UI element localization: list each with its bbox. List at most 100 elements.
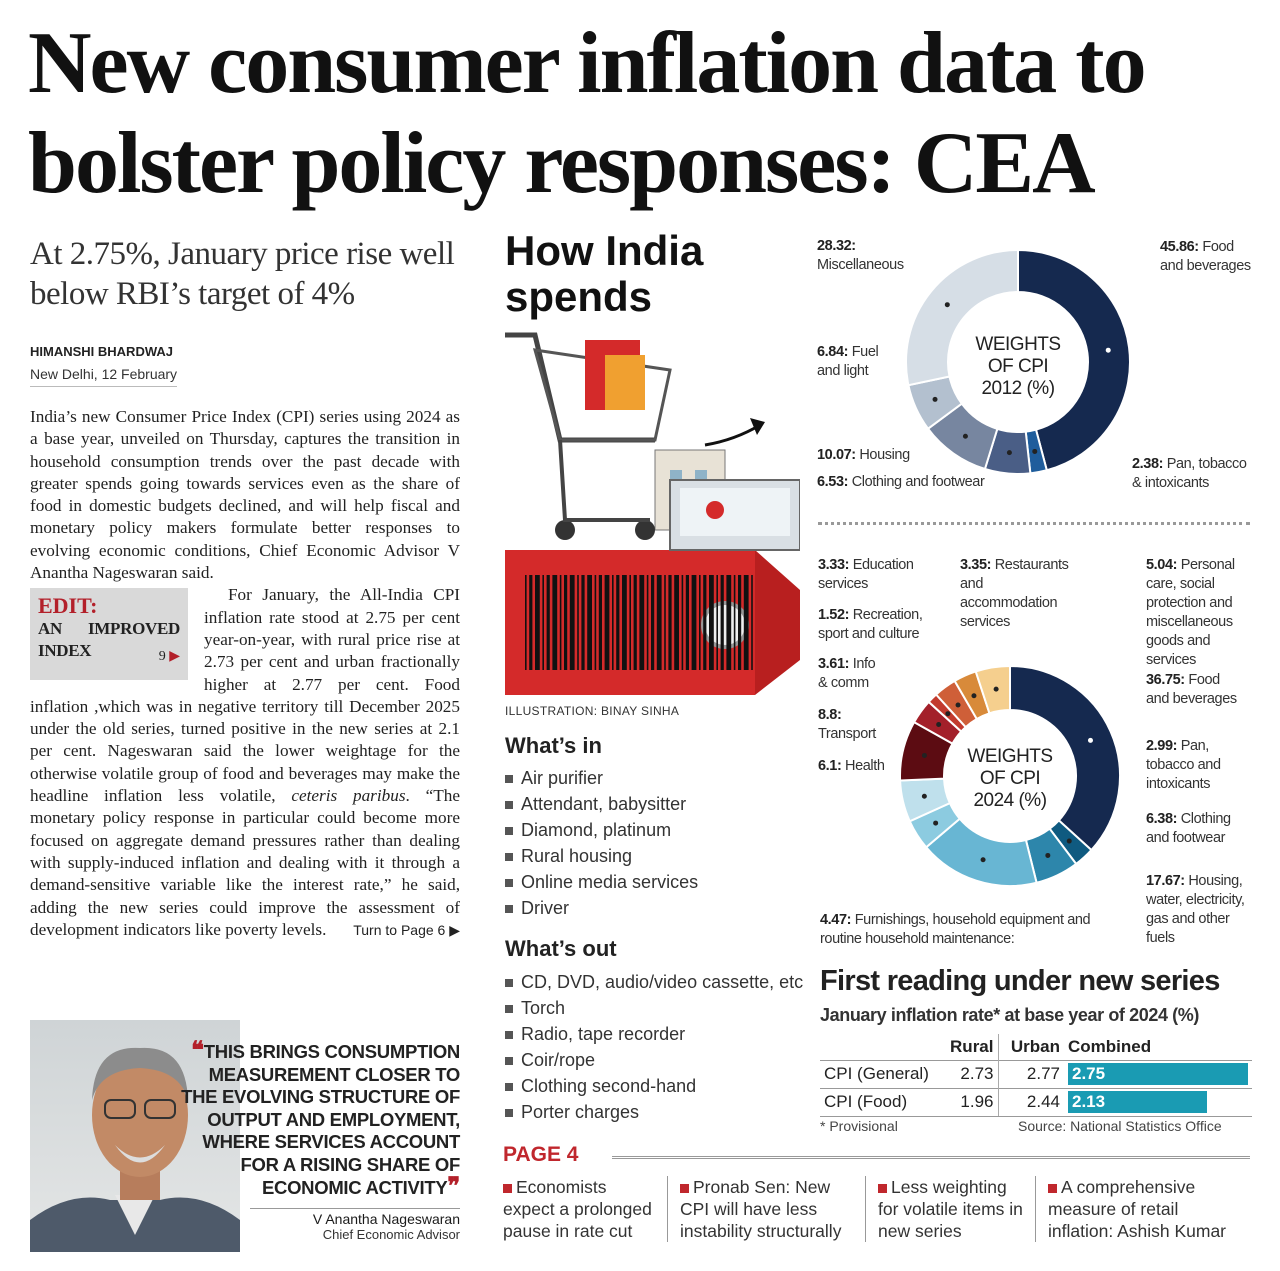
donut-2024-label-education: 3.33: Education services [818,557,914,592]
donut-2024-leader-dot-4 [933,820,939,826]
header-combined: Combined [1068,1036,1152,1056]
illustration-credit: ILLUSTRATION: BINAY SINHA [505,704,680,718]
list-item: Torch [505,995,803,1021]
donut-2012-label-misc: 28.32: Miscellaneous [817,238,904,273]
list-item: Driver [505,895,698,921]
donut-2024-label-pan: 2.99: Pan, tobacco and intoxicants [1146,738,1221,792]
page4-item[interactable]: Pronab Sen: New CPI will have less insta… [680,1176,866,1242]
row-label: CPI (Food) [820,1087,938,1117]
donut-2012-label-clothing: 6.53: Clothing and footwear [817,474,985,490]
combined-bar: 2.75 [1068,1063,1248,1085]
donut-2024-leader-dot-6 [921,752,927,758]
donut-2012-slice-5 [905,248,1019,387]
donut-2012-leader-dot-5 [944,302,950,308]
shopping-cart-illustration [505,330,801,700]
donut-2024-leader-dot-8 [945,711,951,717]
list-item: Online media services [505,869,698,895]
whats-out-list: CD, DVD, audio/video cassette, etc Torch… [505,969,803,1125]
donut-2024-label-furnishings: 4.47: Furnishings, household equipment a… [820,912,1091,947]
triangle-right-icon: ▶ [169,649,180,665]
paragraph-2: For January, the All-India CPI inflation… [30,584,460,941]
quote-name: V Anantha Nageswaran [250,1208,460,1227]
inflation-table: Rural Urban Combined CPI (General) 2.73 … [820,1034,1252,1117]
donut-2012-leader-dot-1 [1032,448,1038,454]
edit-label: EDIT: [38,593,98,619]
donut-2024-leader-dot-7 [936,721,942,727]
header-rural: Rural [950,1036,994,1056]
cell-urban: 2.77 [997,1059,1064,1088]
donut-2024-label-housing: 17.67: Housing, water, electricity, gas … [1146,873,1245,946]
list-item: Coir/rope [505,1047,803,1073]
page4-item[interactable]: A comprehensive measure of retail inflat… [1048,1176,1253,1242]
list-item: Radio, tape recorder [505,1021,803,1047]
donut-2012-label-food: 45.86: Food and beverages [1160,239,1251,274]
list-item: Clothing second-hand [505,1073,803,1099]
table-title: First reading under new series [820,965,1220,997]
cell-rural: 2.73 [938,1059,998,1088]
open-quote-icon: ❝ [191,1037,204,1064]
quote-role: Chief Economic Advisor [322,1227,460,1242]
whats-in-heading: What’s in [505,733,602,758]
donut-2024-label-clothing: 6.38: Clothing and footwear [1146,811,1231,846]
provisional-note: * Provisional [820,1118,898,1134]
article-body: India’s new Consumer Price Index (CPI) s… [30,406,460,941]
donut-2012-leader-dot-2 [1006,450,1012,456]
edit-promo-box[interactable]: EDIT: AN IMPROVED INDEX 9 ▶ [30,588,188,681]
whats-in-list: Air purifier Attendant, babysitter Diamo… [505,765,698,921]
header-urban: Urban [997,1034,1064,1060]
page4-rule [612,1156,1250,1159]
portrait-photo [30,1020,240,1252]
donut-2024-leader-dot-1 [1066,838,1072,844]
how-india-spends-title: How India spends [505,227,704,320]
table-subtitle: January inflation rate* at base year of … [820,1005,1199,1025]
list-item: CD, DVD, audio/video cassette, etc [505,969,803,995]
turn-to-page-link[interactable]: Turn to Page 6 ▶ [353,921,460,938]
subhead: At 2.75%, January price rise well below … [30,236,455,312]
paragraph-1: India’s new Consumer Price Index (CPI) s… [30,407,460,583]
whats-out-heading: What’s out [505,936,617,961]
edit-page: 9 ▶ [158,649,180,665]
list-item: Air purifier [505,765,698,791]
donut-2024-leader-dot-5 [921,793,927,799]
list-item: Rural housing [505,843,698,869]
donut-2024-label-food: 36.75: Food and beverages [1146,672,1237,707]
page4-item[interactable]: Economists expect a prolonged pause in r… [503,1176,668,1242]
table-row: CPI (General) 2.73 2.77 2.75 [820,1059,1252,1088]
cell-urban: 2.44 [997,1087,1064,1117]
donut-2024-leader-dot-3 [980,857,986,863]
page4-item[interactable]: Less weighting for volatile items in new… [878,1176,1036,1242]
donut-2024-leader-dot-11 [993,686,999,692]
source-note: Source: National Statistics Office [1018,1118,1222,1134]
list-item: Attendant, babysitter [505,791,698,817]
donut-2024-leader-dot-2 [1045,852,1051,858]
donut-2024-label-info: 3.61: Info & comm [818,656,876,691]
donut-2024-slice-11 [974,664,1011,715]
close-quote-icon: ❞ [447,1173,460,1200]
donut-2024-slice-0 [1009,664,1121,852]
cell-rural: 1.96 [938,1087,998,1117]
headline: New consumer inflation data to bolster p… [28,15,1147,212]
donut-2012-label-housing: 10.07: Housing [817,447,910,463]
donut-2024-center-title: WEIGHTS OF CPI 2024 (%) [967,746,1053,811]
donut-2012-center-title: WEIGHTS OF CPI 2012 (%) [975,334,1061,399]
section-divider [818,522,1250,525]
donut-2024-leader-dot-0 [1087,737,1093,743]
triangle-right-icon: ▶ [449,921,460,938]
row-label: CPI (General) [820,1059,938,1088]
dateline: New Delhi, 12 February [30,366,178,387]
donut-2024-label-recreation: 1.52: Recreation, sport and culture [818,607,923,642]
donut-2024-label-transport: 8.8: Transport [818,707,876,742]
donut-2024-leader-dot-9 [955,702,961,708]
list-item: Porter charges [505,1099,803,1125]
table-header-row: Rural Urban Combined [820,1034,1252,1060]
donut-2024-label-health: 6.1: Health [818,758,885,774]
donut-2012-leader-dot-0 [1105,347,1111,353]
donut-2012-label-pan: 2.38: Pan, tobacco & intoxicants [1132,456,1247,491]
donut-2012-leader-dot-4 [932,396,938,402]
page4-heading: PAGE 4 [503,1143,579,1166]
table-row: CPI (Food) 1.96 2.44 2.13 [820,1087,1252,1117]
donut-2024-label-personal-care: 5.04: Personal care, social protection a… [1146,557,1235,668]
donut-2012-label-fuel: 6.84: Fuel and light [817,344,879,379]
donut-2012-slice-0 [1017,248,1131,472]
